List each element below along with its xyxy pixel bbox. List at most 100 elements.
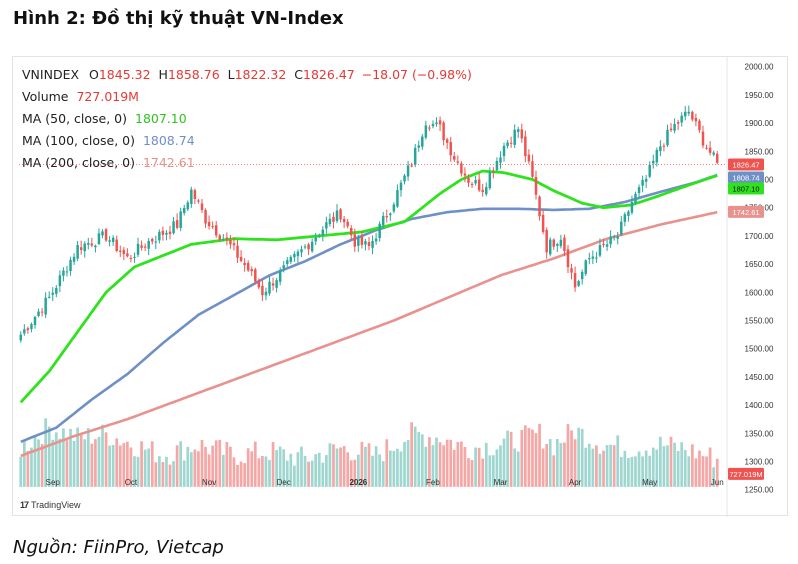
candle-body <box>410 165 413 167</box>
candle <box>435 117 438 127</box>
candle-body <box>286 260 289 265</box>
volume-bar <box>257 458 261 487</box>
candle-body <box>399 182 403 191</box>
volume-bar <box>712 467 716 487</box>
candle <box>303 244 307 250</box>
candle <box>378 221 381 242</box>
volume-bar <box>474 447 477 487</box>
candle <box>232 237 236 251</box>
candle-body <box>289 256 293 262</box>
candle-body <box>335 210 339 222</box>
volume-bar <box>275 450 278 487</box>
candle <box>165 230 168 241</box>
candle-body <box>243 262 246 266</box>
tradingview-logo[interactable]: 17 TradingView <box>20 500 81 510</box>
time-axis[interactable]: Sep Oct Nov Dec 2026 Feb Mar Apr May Jun <box>13 475 789 487</box>
candle-body <box>79 247 83 250</box>
volume-bar <box>577 427 580 487</box>
candle <box>666 124 669 147</box>
candle-body <box>328 218 332 225</box>
chart-frame[interactable]: 2000.001950.001900.001850.001800.001750.… <box>12 56 789 517</box>
volume-bar <box>197 451 200 487</box>
candle <box>708 141 712 156</box>
price-tag-box <box>728 171 764 184</box>
candle-body <box>161 230 165 235</box>
candle <box>577 279 580 288</box>
volume-bar <box>619 456 623 487</box>
candle <box>207 215 211 230</box>
volume-bar <box>321 462 325 487</box>
candle <box>175 213 179 230</box>
candle-body <box>204 209 207 224</box>
candle-body <box>474 180 477 184</box>
volume-bar <box>531 429 534 487</box>
candle <box>680 112 683 127</box>
candle <box>605 239 609 251</box>
candle <box>243 258 246 272</box>
volume-bar <box>97 436 101 487</box>
candle <box>392 202 396 214</box>
candle-body <box>516 129 520 132</box>
price-tick-1850: 1850.00 <box>745 147 774 156</box>
candle-body <box>158 231 161 241</box>
volume-bar <box>264 456 268 487</box>
volume-bar <box>253 441 257 487</box>
candle-body <box>666 129 669 146</box>
vnindex-chart[interactable]: 2000.001950.001900.001850.001800.001750.… <box>13 57 789 517</box>
price-tick-1650: 1650.00 <box>745 260 774 269</box>
legend-low-label: L <box>227 67 235 82</box>
candle-body <box>598 245 602 256</box>
candle-body <box>438 120 442 125</box>
candle <box>300 245 303 258</box>
price-axis[interactable]: 2000.001950.001900.001850.001800.001750.… <box>726 57 774 517</box>
candle-body <box>357 236 360 246</box>
volume-bar <box>186 446 190 487</box>
candle-body <box>538 196 541 217</box>
candle <box>108 236 111 247</box>
volume-bar <box>221 454 225 487</box>
volume-bar <box>435 437 438 487</box>
candle <box>87 237 90 250</box>
candle <box>417 140 420 152</box>
price-tick-1700: 1700.00 <box>745 232 774 241</box>
candle-body <box>303 246 307 248</box>
candle <box>154 235 158 250</box>
volume-bar <box>591 448 595 487</box>
candle <box>428 125 431 131</box>
volume-bar <box>360 441 364 487</box>
candle-body <box>62 270 65 276</box>
candle <box>652 154 655 169</box>
volume-bar <box>300 446 303 487</box>
price-tag-box <box>728 205 764 218</box>
candle-body <box>186 202 190 210</box>
candle <box>254 267 257 284</box>
candle <box>37 308 40 318</box>
legend-change: −18.07 (−0.98%) <box>361 67 472 82</box>
candle <box>264 287 268 301</box>
candle-body <box>360 236 364 245</box>
candle-body <box>506 142 509 147</box>
legend-ma50: 1807.10 <box>135 111 187 126</box>
candle <box>513 124 516 148</box>
candle-body <box>378 223 381 239</box>
candle-body <box>552 239 556 247</box>
price-tag: 1742.61 <box>728 205 764 218</box>
candle-body <box>108 240 111 242</box>
volume-bar <box>691 444 694 487</box>
candle-body <box>676 122 680 124</box>
candle-body <box>94 245 97 248</box>
candle-body <box>190 189 193 204</box>
candle-body <box>40 311 44 313</box>
candle-body <box>641 179 644 186</box>
volume-bar <box>381 461 385 487</box>
candle <box>44 292 47 319</box>
candle <box>30 322 33 333</box>
candle-body <box>580 272 584 280</box>
candle-body <box>200 203 204 211</box>
candle <box>360 231 364 249</box>
candle <box>691 110 694 122</box>
candle <box>623 212 627 227</box>
candle-body <box>346 221 349 227</box>
candle <box>453 152 456 163</box>
candle-body <box>296 251 300 257</box>
